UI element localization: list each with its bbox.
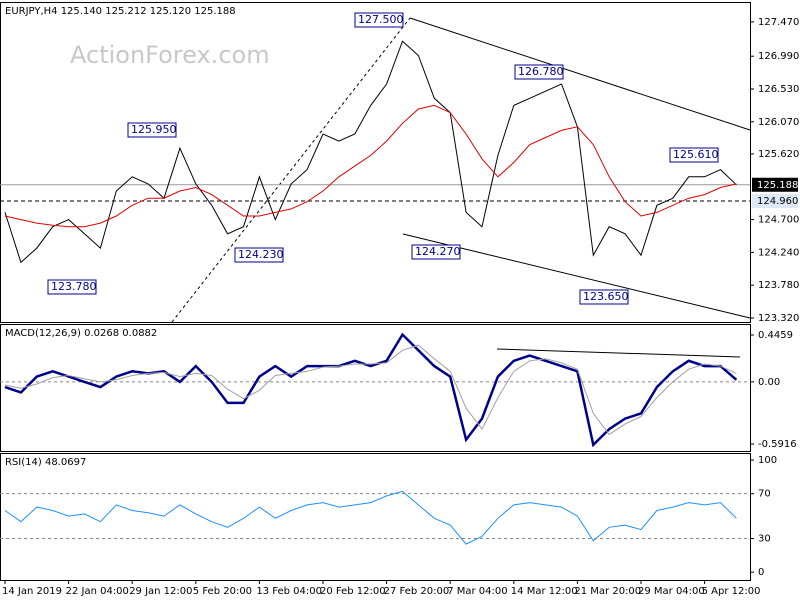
y-tick-label: 30 <box>758 534 771 545</box>
y-tick-label: -0.5916 <box>758 439 797 450</box>
series-line <box>4 104 737 228</box>
annotation-label: 126.780 <box>518 65 564 78</box>
x-tick-label: 27 Feb 20:00 <box>384 586 450 597</box>
x-tick-label: 5 Apr 12:00 <box>702 586 761 597</box>
x-tick-label: 14 Mar 12:00 <box>511 586 578 597</box>
y-tick-label: 124.700 <box>758 215 799 226</box>
x-tick-label: 5 Feb 20:00 <box>193 586 252 597</box>
x-tick-label: 29 Jan 12:00 <box>129 586 192 597</box>
annotation-box <box>579 289 629 305</box>
macd-panel <box>0 324 751 452</box>
y-tick-label: 0.00 <box>758 377 780 388</box>
y-tick-label: 100 <box>758 455 777 466</box>
series-line <box>4 332 738 448</box>
y-tick-label: 124.240 <box>758 247 799 258</box>
price-label: 124.960 <box>757 196 798 207</box>
y-tick-label: 126.530 <box>758 84 799 95</box>
y-tick-label: 123.780 <box>758 280 799 291</box>
annotation-label: 127.500 <box>358 13 404 26</box>
watermark: ActionForex.com <box>70 41 270 69</box>
y-tick-label: 0 <box>758 567 764 578</box>
x-tick-label: 21 Mar 20:00 <box>574 586 641 597</box>
x-tick-label: 7 Mar 04:00 <box>447 586 507 597</box>
macd-title: MACD(12,26,9) 0.0268 0.0882 <box>5 328 157 339</box>
annotation-box <box>411 244 461 260</box>
price-box <box>752 177 798 192</box>
y-tick-label: 126.070 <box>758 117 799 128</box>
price-label: 125.188 <box>757 180 798 191</box>
series-line <box>4 40 737 264</box>
series-line <box>4 344 737 436</box>
x-tick-label: 22 Jan 04:00 <box>66 586 129 597</box>
annotation-box <box>127 122 177 138</box>
annotation-box <box>354 12 404 28</box>
x-tick-label: 20 Feb 12:00 <box>320 586 386 597</box>
trend-line <box>409 17 751 131</box>
trend-line <box>171 17 411 323</box>
y-tick-label: 123.320 <box>758 313 799 324</box>
annotation-label: 123.780 <box>51 280 97 293</box>
annotation-box <box>514 64 564 80</box>
x-tick-label: 14 Jan 2019 <box>2 586 62 597</box>
y-tick-label: 0.4459 <box>758 330 793 341</box>
annotation-box <box>669 147 719 163</box>
series-line <box>4 490 737 545</box>
y-tick-label: 125.620 <box>758 149 799 160</box>
annotation-box <box>47 279 97 295</box>
y-tick-label: 126.990 <box>758 51 799 62</box>
y-tick-label: 70 <box>758 489 771 500</box>
x-tick-label: 29 Mar 04:00 <box>638 586 705 597</box>
annotation-label: 123.650 <box>583 290 629 303</box>
annotation-label: 125.950 <box>131 123 177 136</box>
chart-title: EURJPY,H4 125.140 125.212 125.120 125.18… <box>5 6 236 17</box>
y-tick-label: 127.470 <box>758 17 799 28</box>
annotation-box <box>234 247 284 263</box>
annotation-label: 124.270 <box>415 245 461 258</box>
main-panel <box>0 2 751 323</box>
trend-line <box>496 348 741 358</box>
annotation-label: 124.230 <box>238 248 284 261</box>
rsi-title: RSI(14) 48.0697 <box>5 457 86 468</box>
annotation-label: 125.610 <box>673 148 719 161</box>
trend-line <box>402 233 751 319</box>
price-box <box>752 194 798 209</box>
rsi-panel <box>0 453 751 581</box>
x-tick-label: 13 Feb 04:00 <box>256 586 322 597</box>
